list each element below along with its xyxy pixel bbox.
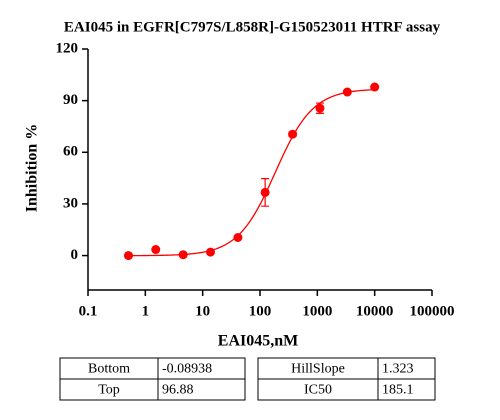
chart-title: EAI045 in EGFR[C797S/L858R]-G150523011 H…	[64, 19, 441, 35]
fit-curve	[128, 89, 375, 257]
y-tick-label: 60	[63, 144, 78, 160]
data-point	[151, 245, 161, 255]
param-name: HillSlope	[291, 362, 345, 377]
param-value: 185.1	[382, 383, 414, 398]
y-tick-label: 30	[63, 195, 78, 211]
data-point	[178, 250, 188, 260]
param-value: -0.08938	[162, 362, 212, 377]
x-tick-label: 100	[249, 303, 272, 319]
data-point	[315, 103, 325, 113]
x-tick-label: 10000	[356, 303, 394, 319]
data-point	[233, 232, 243, 242]
x-axis-label: EAI045,nM	[218, 333, 298, 350]
data-point	[288, 129, 298, 139]
param-name: Top	[98, 383, 120, 398]
data-point	[260, 187, 270, 197]
data-point	[206, 247, 216, 257]
param-name: IC50	[304, 383, 332, 398]
data-point	[342, 87, 352, 97]
param-name: Bottom	[88, 362, 130, 377]
x-tick-label: 1	[142, 303, 150, 319]
y-tick-label: 0	[71, 247, 79, 263]
x-tick-label: 10	[195, 303, 210, 319]
data-point	[370, 82, 380, 92]
param-value: 1.323	[382, 362, 414, 377]
x-tick-label: 1000	[302, 303, 332, 319]
y-axis-label: Inhibition %	[24, 124, 41, 212]
x-tick-label: 0.1	[79, 303, 98, 319]
data-point	[123, 251, 133, 261]
y-tick-label: 120	[56, 40, 79, 56]
param-value: 96.88	[162, 383, 194, 398]
x-tick-label: 100000	[410, 303, 455, 319]
y-tick-label: 90	[63, 92, 78, 108]
